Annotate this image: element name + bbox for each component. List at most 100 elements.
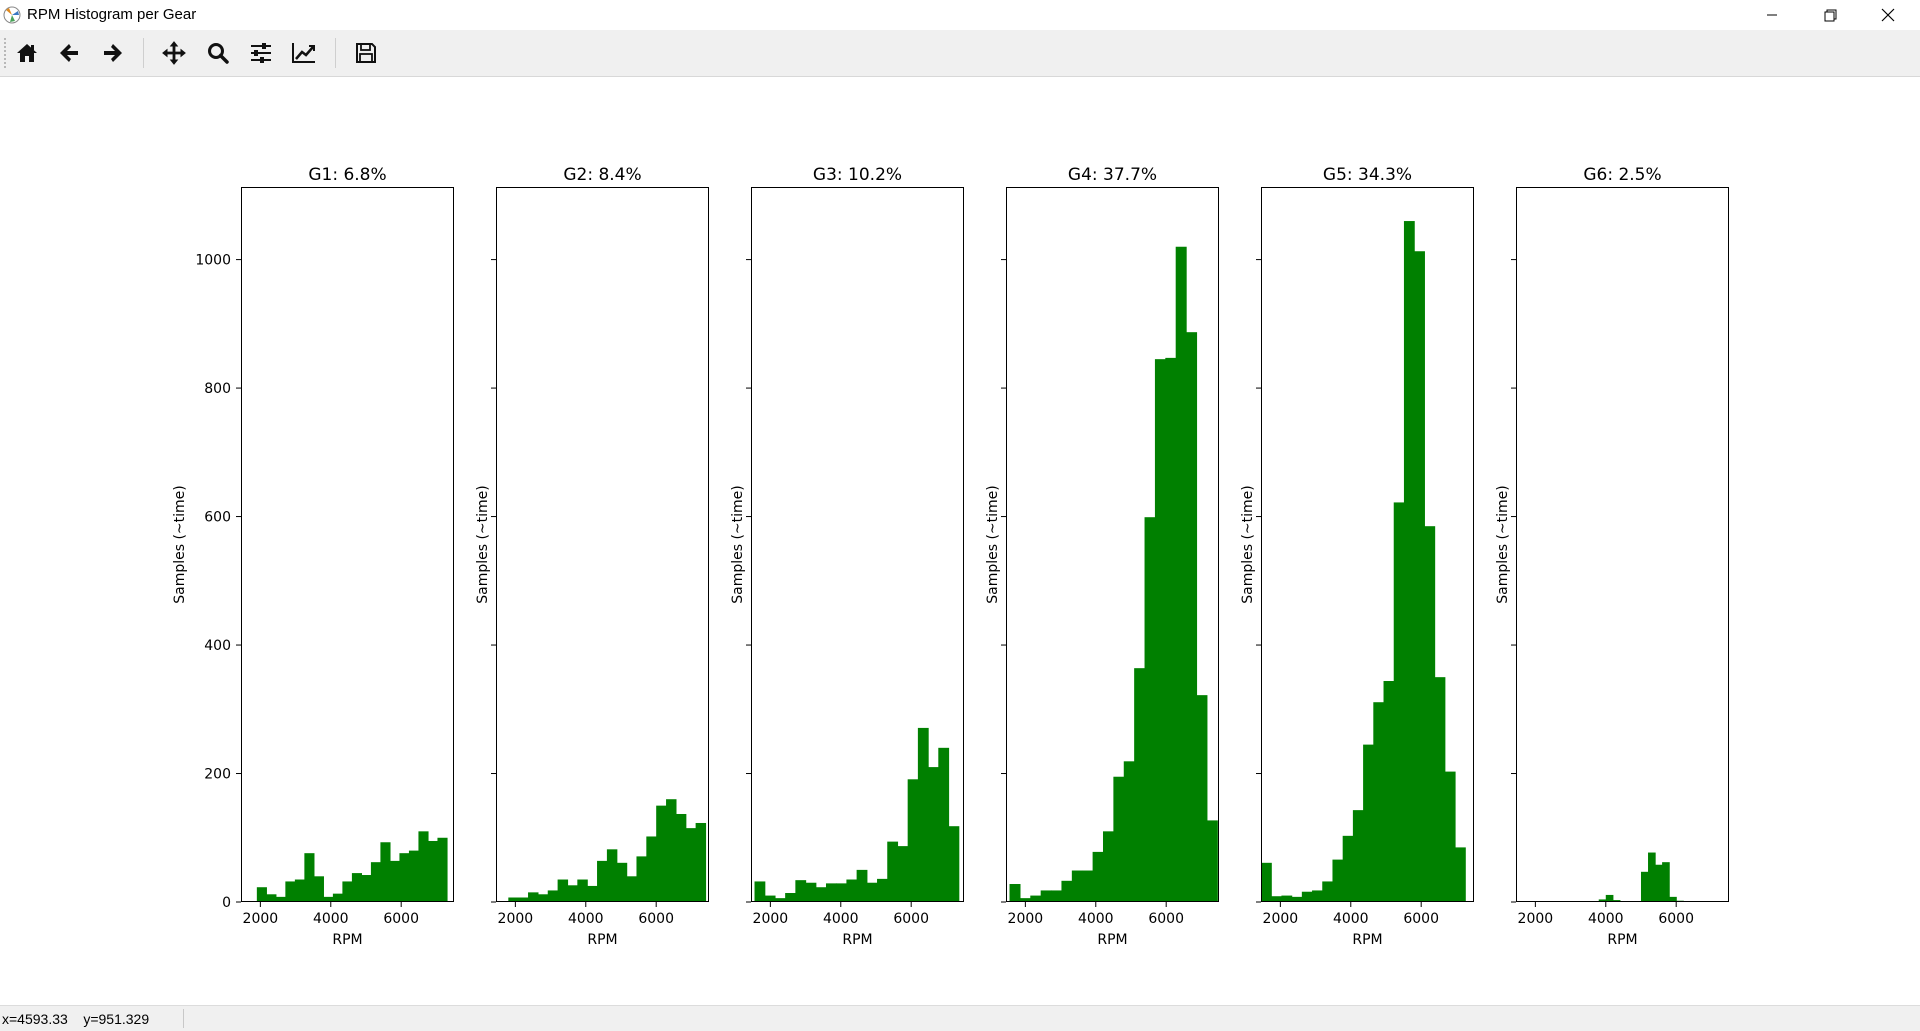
restore-button[interactable]: [1801, 0, 1859, 30]
histogram-bar: [1434, 677, 1446, 902]
subplot-title: G1: 6.8%: [308, 165, 386, 185]
app-icon: [3, 6, 21, 24]
x-tick-label: 4000: [313, 911, 349, 927]
histogram-bar: [332, 893, 343, 902]
histogram-bar: [1154, 359, 1166, 903]
forward-button[interactable]: [95, 36, 129, 70]
histogram-bar: [1102, 831, 1114, 902]
y-tick-label: 400: [204, 638, 231, 654]
floppy-disk-icon: [356, 43, 376, 63]
arrow-right-icon: [104, 44, 122, 62]
histogram-bar: [1040, 890, 1052, 902]
x-tick-label: 6000: [638, 911, 674, 927]
histogram-bar: [294, 879, 305, 902]
home-icon: [17, 44, 37, 62]
histogram-bar: [1352, 810, 1364, 902]
figure-canvas[interactable]: 0 200 400 600 800 1000 2000 4000 6000 G1: 6.8% RPM…: [0, 77, 1920, 1005]
histogram-bar: [408, 850, 420, 902]
histogram-bar: [1175, 246, 1187, 902]
save-button[interactable]: [349, 36, 383, 70]
x-tick-label: 6000: [893, 911, 929, 927]
histogram-bar: [785, 893, 796, 902]
pan-button[interactable]: [157, 36, 191, 70]
status-bar: x=4593.33 y=951.329: [0, 1005, 1920, 1031]
y-tick-label: 600: [204, 510, 231, 526]
histogram-bar: [1281, 895, 1293, 902]
histogram-bar: [304, 853, 315, 902]
histogram-bar: [1655, 864, 1663, 902]
histogram-bar: [508, 897, 519, 902]
minimize-icon: [1767, 14, 1777, 16]
histogram-bar: [1605, 894, 1614, 902]
histogram-bar: [1669, 896, 1677, 902]
histogram-bar: [1123, 761, 1135, 902]
histogram-bar: [675, 813, 687, 902]
histogram-bar: [1383, 681, 1395, 902]
histogram-bar: [1019, 898, 1031, 902]
histogram-bar: [1186, 332, 1198, 902]
histogram-bar: [606, 849, 618, 902]
histogram-bar: [938, 747, 950, 902]
histogram-bar: [557, 879, 569, 902]
home-button[interactable]: [10, 36, 44, 70]
histogram-bar: [815, 887, 827, 902]
histogram-bar: [285, 881, 296, 902]
histogram-bar: [389, 860, 401, 902]
histogram-bar: [754, 881, 766, 902]
x-tick-label: 2000: [498, 911, 534, 927]
y-axis-label: Samples (~time): [985, 485, 1001, 604]
histogram-bar: [866, 882, 878, 902]
histogram-bar: [795, 880, 807, 902]
x-axis-label: RPM: [1097, 932, 1127, 948]
restore-icon: [1824, 9, 1836, 21]
histogram-bar: [323, 896, 334, 902]
histogram-bar: [547, 890, 559, 902]
toolbar-separator: [335, 38, 336, 68]
subplot-title: G2: 8.4%: [563, 165, 641, 185]
histogram-bar: [1598, 899, 1607, 902]
x-axis-label: RPM: [842, 932, 872, 948]
histogram-bar: [313, 876, 324, 902]
histogram-bar: [907, 779, 919, 902]
histogram-bar: [567, 885, 578, 902]
histogram-bar: [587, 885, 598, 902]
x-tick-label: 4000: [1078, 911, 1114, 927]
configure-subplots-button[interactable]: [244, 36, 278, 70]
histogram-bar: [1291, 896, 1303, 902]
y-axis-label: Samples (~time): [172, 485, 188, 604]
histogram-bar: [1030, 895, 1042, 902]
y-tick-label: 1000: [195, 253, 231, 269]
close-icon: [1881, 8, 1895, 22]
minimize-button[interactable]: [1743, 0, 1801, 30]
y-tick-label: 0: [222, 895, 231, 911]
histogram-bar: [1071, 870, 1083, 902]
back-button[interactable]: [53, 36, 87, 70]
histogram-bar: [897, 846, 909, 902]
edit-axes-button[interactable]: [287, 36, 321, 70]
histogram-bar: [877, 878, 888, 902]
histogram-bar: [266, 894, 277, 902]
arrow-left-icon: [60, 44, 78, 62]
histogram-bar: [666, 799, 677, 902]
y-axis-label: Samples (~time): [1240, 485, 1256, 604]
histogram-figure[interactable]: 0 200 400 600 800 1000 2000 4000 6000 G1: 6.8% RPM…: [0, 77, 1920, 1005]
histogram-bar: [1640, 871, 1649, 902]
x-tick-label: 2000: [1518, 911, 1554, 927]
histogram-bar: [370, 862, 382, 902]
histogram-bar: [1662, 862, 1670, 902]
move-icon: [162, 41, 186, 65]
axes-frame: [241, 187, 454, 902]
histogram-bar: [1271, 896, 1283, 902]
close-button[interactable]: [1859, 0, 1917, 30]
histogram-bar: [887, 841, 899, 902]
zoom-button[interactable]: [201, 36, 235, 70]
histogram-bar: [427, 840, 439, 902]
y-axis-label: Samples (~time): [475, 485, 491, 604]
histogram-bar: [1206, 820, 1218, 902]
histogram-bar: [399, 853, 410, 902]
toolbar-grip[interactable]: [4, 38, 6, 68]
histogram-bar: [948, 826, 960, 902]
histogram-bar: [1424, 526, 1436, 902]
histogram-bar: [256, 887, 267, 902]
x-tick-label: 6000: [383, 911, 419, 927]
